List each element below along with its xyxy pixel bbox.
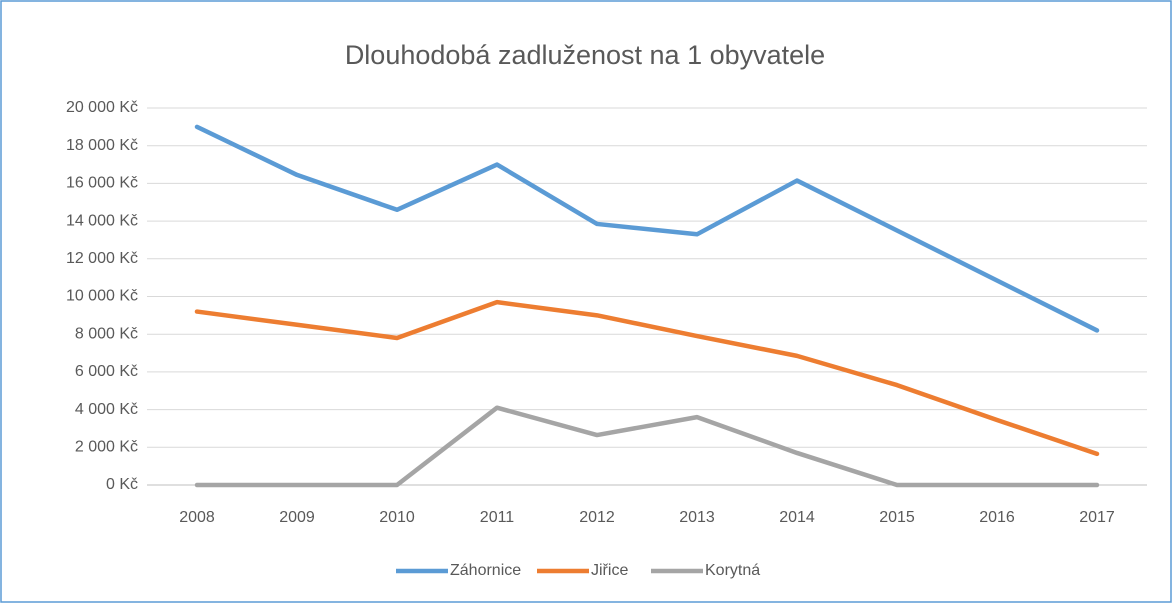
y-tick-label: 0 Kč <box>106 476 138 493</box>
y-tick-label: 20 000 Kč <box>66 99 138 116</box>
series-line <box>194 124 1100 333</box>
y-tick-label: 10 000 Kč <box>66 288 138 305</box>
x-tick-label: 2012 <box>579 509 615 526</box>
legend-label: Korytná <box>705 562 760 579</box>
legend-label: Záhornice <box>450 562 521 579</box>
y-tick-label: 16 000 Kč <box>66 175 138 192</box>
chart-title: Dlouhodobá zadluženost na 1 obyvatele <box>345 40 825 70</box>
y-tick-label: 14 000 Kč <box>66 212 138 229</box>
y-tick-label: 4 000 Kč <box>75 401 138 418</box>
x-tick-label: 2017 <box>1079 509 1115 526</box>
x-tick-label: 2008 <box>179 509 215 526</box>
series-line <box>194 405 1100 488</box>
y-tick-label: 8 000 Kč <box>75 325 138 342</box>
y-tick-label: 12 000 Kč <box>66 250 138 267</box>
y-tick-label: 18 000 Kč <box>66 137 138 154</box>
x-tick-label: 2013 <box>679 509 715 526</box>
x-tick-label: 2015 <box>879 509 915 526</box>
x-tick-label: 2014 <box>779 509 815 526</box>
x-tick-label: 2009 <box>279 509 315 526</box>
y-tick-label: 2 000 Kč <box>75 439 138 456</box>
x-tick-label: 2011 <box>480 509 515 526</box>
legend-label: Jiřice <box>591 562 628 579</box>
y-tick-label: 6 000 Kč <box>75 363 138 380</box>
series-line <box>194 299 1100 457</box>
x-tick-label: 2016 <box>979 509 1015 526</box>
x-tick-label: 2010 <box>379 509 415 526</box>
